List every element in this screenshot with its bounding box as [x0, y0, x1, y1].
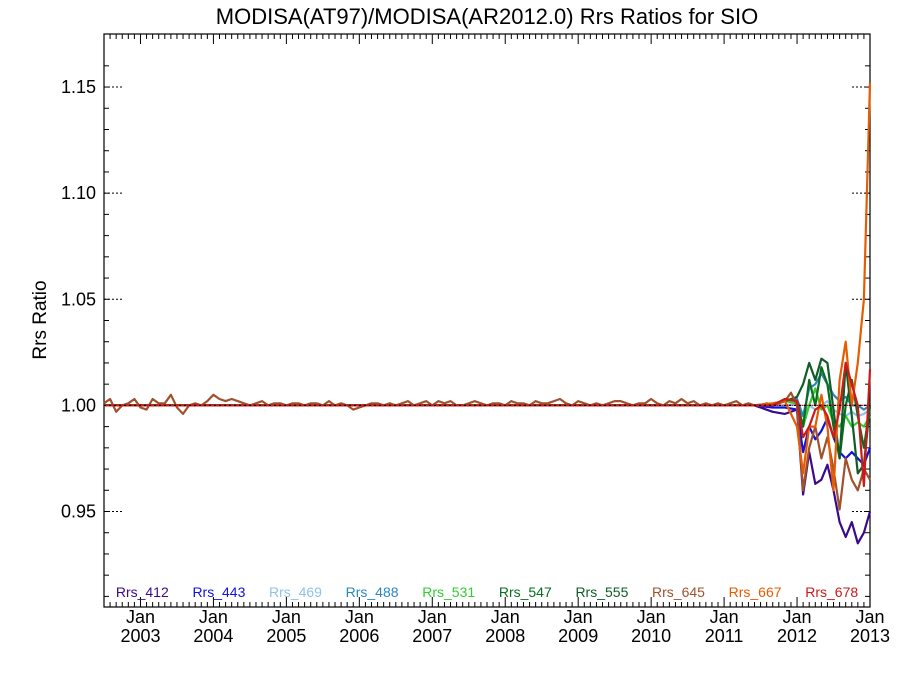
- y-tick-label: 1.00: [61, 395, 96, 415]
- chart-title: MODISA(AT97)/MODISA(AR2012.0) Rrs Ratios…: [216, 4, 758, 29]
- y-tick-label: 0.95: [61, 502, 96, 522]
- series-line-rrs-488: [104, 372, 871, 418]
- x-tick-label-month: Jan: [345, 607, 374, 627]
- series-line-rrs-531: [104, 387, 871, 428]
- y-tick-label: 1.05: [61, 289, 96, 309]
- series-line-rrs-547: [104, 366, 872, 460]
- x-tick-label-month: Jan: [710, 607, 739, 627]
- x-tick-label-year: 2008: [485, 626, 525, 646]
- x-tick-label-year: 2012: [777, 626, 817, 646]
- legend-entry-rrs-547: Rrs_547: [499, 584, 552, 600]
- x-tick-label-month: Jan: [272, 607, 301, 627]
- x-tick-label-year: 2010: [631, 626, 671, 646]
- legend-entry-rrs-469: Rrs_469: [269, 584, 322, 600]
- x-tick-label-year: 2007: [412, 626, 452, 646]
- series-line-rrs-645: [103, 391, 871, 511]
- x-tick-label-month: Jan: [491, 607, 520, 627]
- x-tick-label-month: Jan: [418, 607, 447, 627]
- x-tick-label-year: 2009: [558, 626, 598, 646]
- series-line-rrs-555: [104, 357, 872, 475]
- x-tick-label-year: 2006: [339, 626, 379, 646]
- x-tick-label-month: Jan: [855, 607, 884, 627]
- y-axis-label: Rrs Ratio: [30, 280, 51, 359]
- legend-entry-rrs-667: Rrs_667: [729, 584, 782, 600]
- legend-entry-rrs-488: Rrs_488: [346, 584, 399, 600]
- x-tick-label-year: 2004: [193, 626, 233, 646]
- series-line-rrs-412: [104, 404, 872, 545]
- x-tick-label-month: Jan: [783, 607, 812, 627]
- x-tick-label-month: Jan: [199, 607, 228, 627]
- legend-entry-rrs-645: Rrs_645: [652, 584, 705, 600]
- series-line-rrs-667: [104, 82, 872, 492]
- legend-entry-rrs-443: Rrs_443: [192, 584, 245, 600]
- x-tick-label-month: Jan: [637, 607, 666, 627]
- legend-entry-rrs-531: Rrs_531: [422, 584, 475, 600]
- y-tick-label: 1.10: [61, 183, 96, 203]
- x-tick-label-month: Jan: [564, 607, 593, 627]
- series-line-rrs-678: [104, 361, 872, 488]
- x-tick-label-year: 2013: [850, 626, 890, 646]
- plot-frame: [103, 33, 871, 608]
- y-tick-label: 1.15: [61, 77, 96, 97]
- legend-entry-rrs-555: Rrs_555: [575, 584, 628, 600]
- series-line-rrs-443: [104, 404, 872, 466]
- x-tick-label-month: Jan: [126, 607, 155, 627]
- legend-entry-rrs-412: Rrs_412: [116, 584, 169, 600]
- series-line-rrs-469: [104, 400, 871, 418]
- x-tick-label-year: 2005: [266, 626, 306, 646]
- legend-entry-rrs-678: Rrs_678: [805, 584, 858, 600]
- legend: Rrs_412 Rrs_443 Rrs_469 Rrs_488 Rrs_531 Rrs_5…: [116, 584, 859, 600]
- x-tick-label-year: 2011: [705, 626, 744, 646]
- series-lines: [103, 82, 872, 545]
- x-tick-label-year: 2003: [120, 626, 160, 646]
